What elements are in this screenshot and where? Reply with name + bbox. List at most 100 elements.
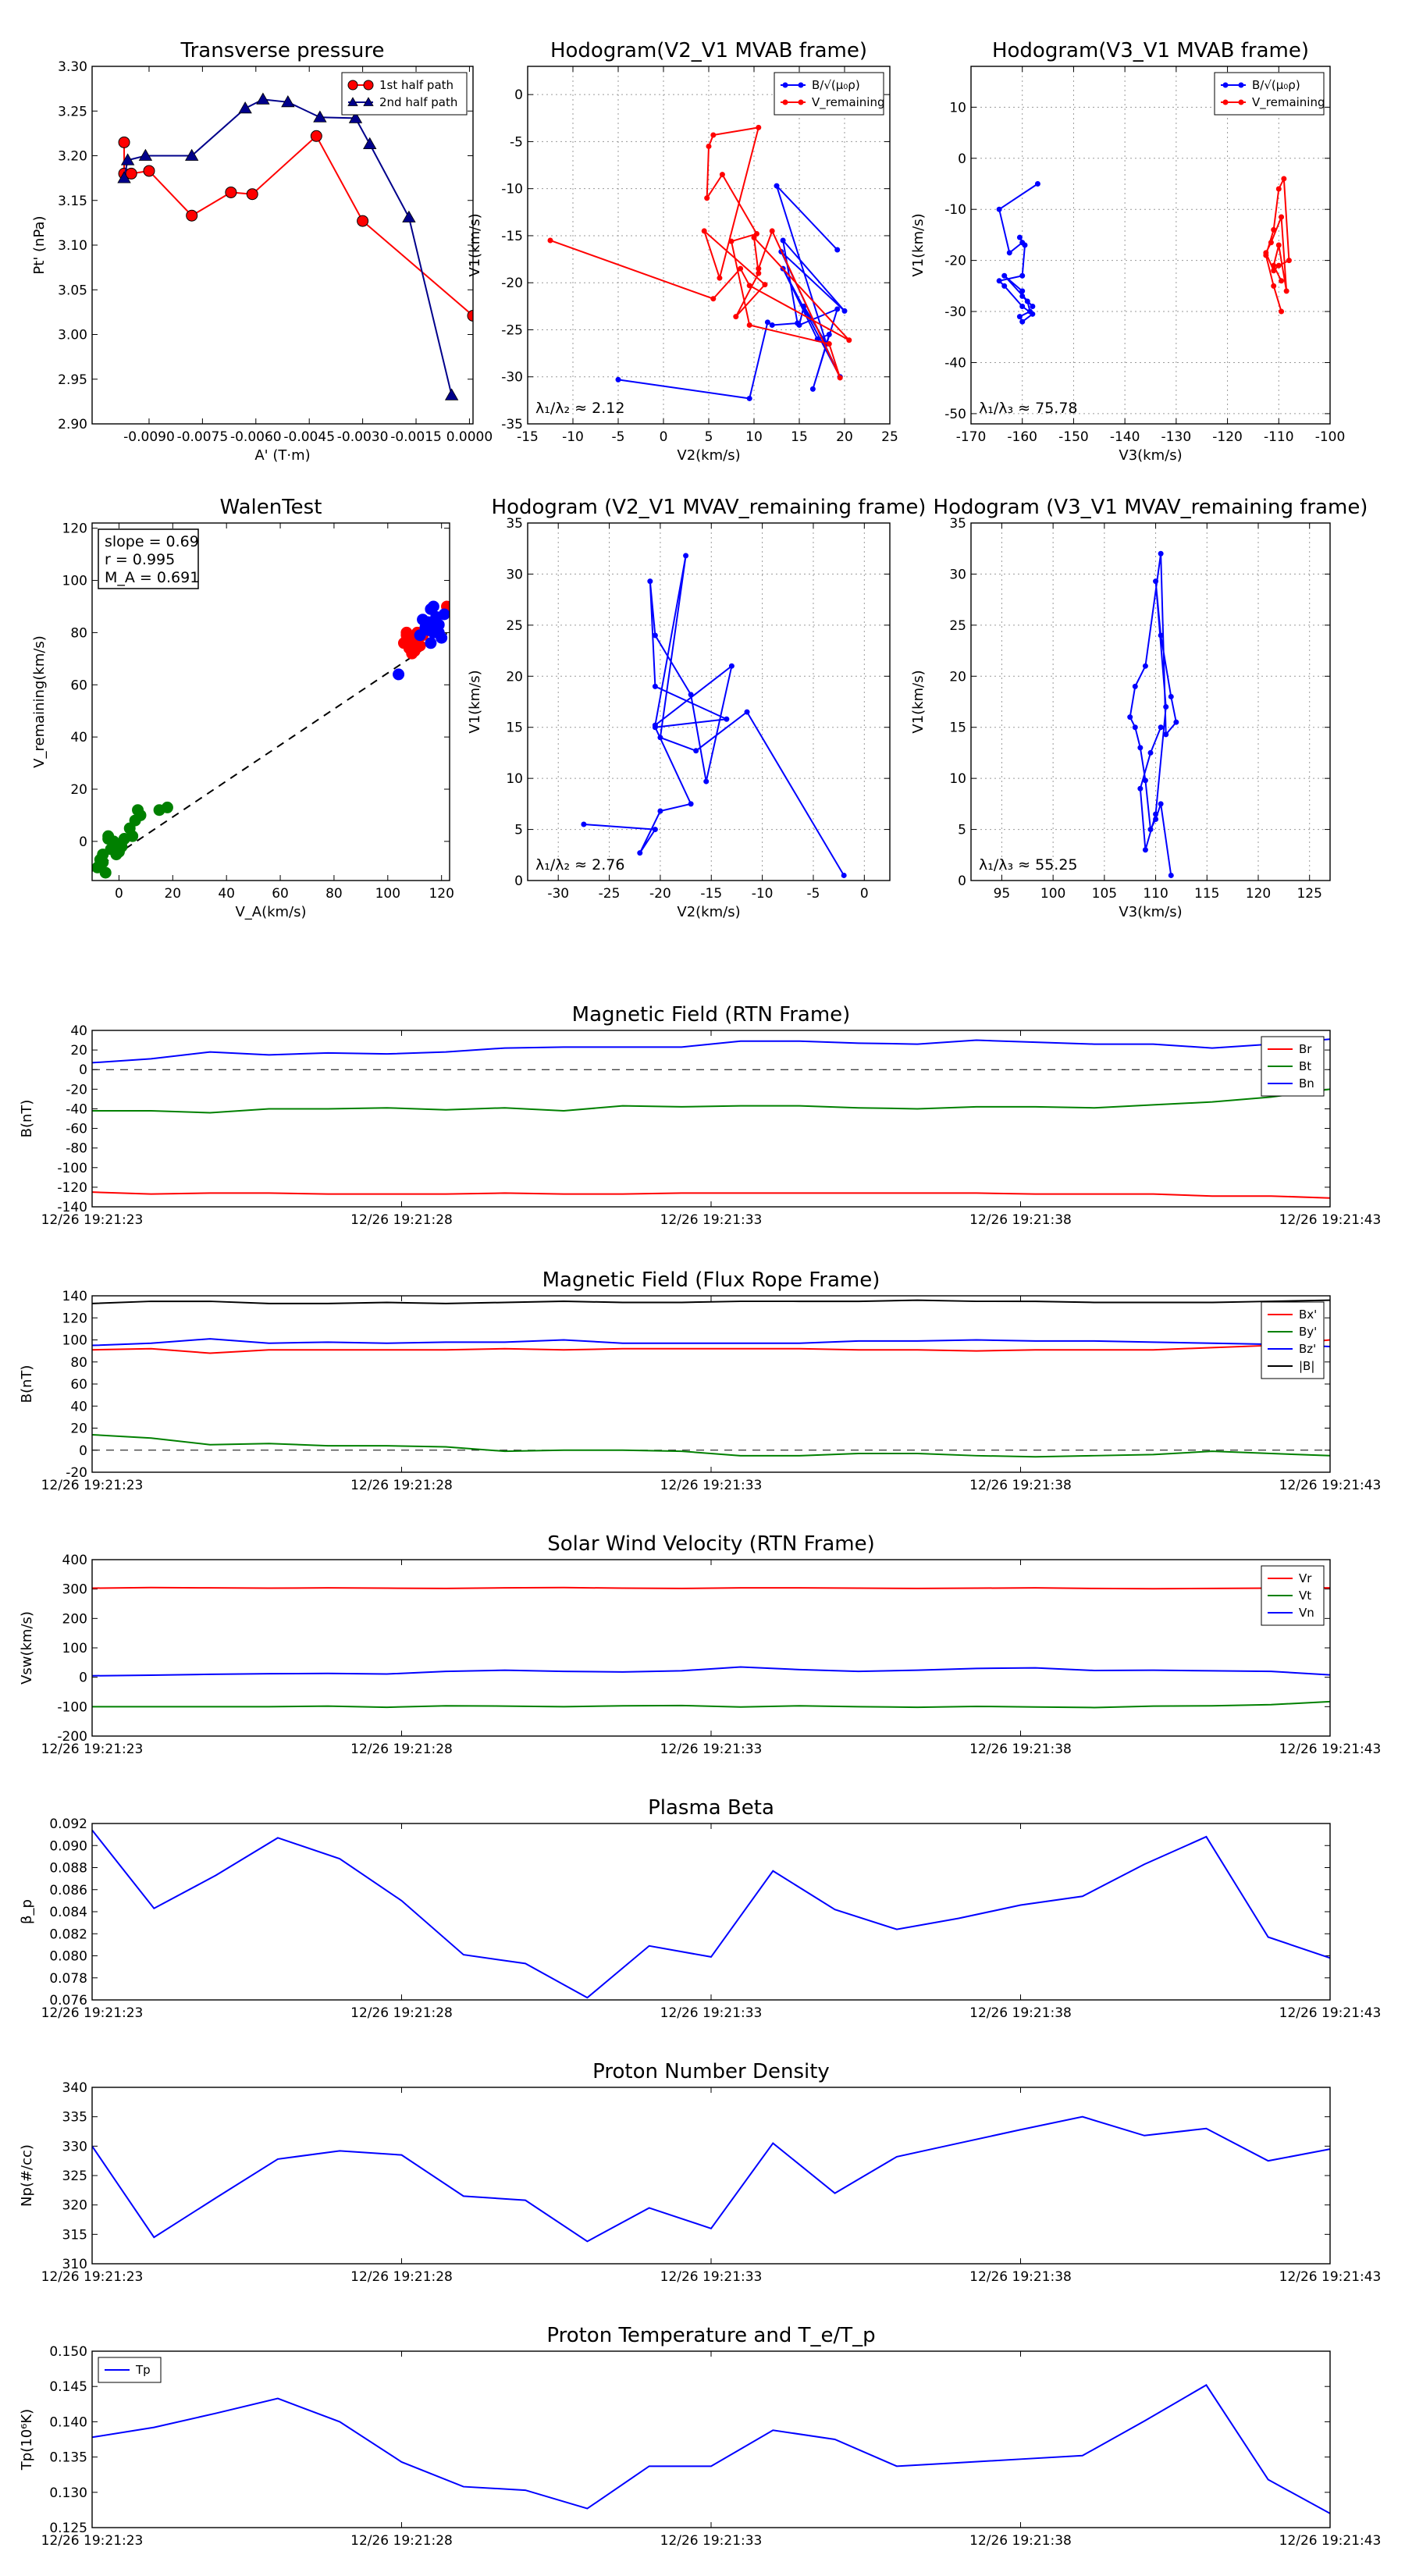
plot-background xyxy=(92,1560,1330,1736)
plot-area xyxy=(92,1299,1330,1458)
series-line-bz- xyxy=(92,1338,1330,1347)
data-point xyxy=(246,188,258,201)
data-point xyxy=(1238,82,1244,88)
x-tick-label: -130 xyxy=(1161,429,1192,445)
series-line-bt xyxy=(92,1088,1330,1114)
data-point xyxy=(769,322,775,328)
plot-area xyxy=(92,1586,1330,1709)
y-tick-label: 120 xyxy=(62,1311,87,1326)
legend: B/√(μ₀ρ) V_remaining xyxy=(774,72,885,116)
data-point xyxy=(1158,550,1164,557)
x-tick-label: 12/26 19:21:23 xyxy=(41,2005,144,2021)
y-tick-label: 35 xyxy=(949,516,966,532)
data-point xyxy=(782,82,788,88)
x-tick-label: 20 xyxy=(164,886,181,902)
x-tick-label: 25 xyxy=(881,429,898,445)
y-tick-label: 40 xyxy=(70,730,87,745)
legend: Vr Vt Vn xyxy=(1261,1565,1325,1626)
legend-label: 2nd half path xyxy=(379,95,457,109)
data-point xyxy=(347,80,358,91)
data-point xyxy=(1268,240,1274,246)
x-tick-label: 10 xyxy=(745,429,763,445)
x-tick-label: 20 xyxy=(836,429,853,445)
x-axis-label: V2(km/s) xyxy=(677,447,740,464)
y-tick-label: 325 xyxy=(62,2169,87,2184)
legend-label: Vn xyxy=(1299,1606,1314,1620)
data-point xyxy=(834,306,841,312)
x-tick-label: 95 xyxy=(994,886,1011,902)
y-tick-label: 3.25 xyxy=(58,104,87,119)
data-point xyxy=(769,228,775,234)
data-point xyxy=(1147,827,1154,833)
x-tick-label: 12/26 19:21:23 xyxy=(41,2269,144,2285)
data-point xyxy=(728,238,735,244)
data-point xyxy=(120,153,135,165)
x-tick-label: 125 xyxy=(1297,886,1321,902)
x-tick-label: 0 xyxy=(115,886,123,902)
x-tick-label: 105 xyxy=(1092,886,1117,902)
y-tick-label: 200 xyxy=(62,1611,87,1627)
y-tick-label: 140 xyxy=(62,1289,87,1304)
plot-area xyxy=(547,124,852,401)
x-tick-label: -10 xyxy=(562,429,584,445)
data-point xyxy=(701,228,707,234)
plot-title: Magnetic Field (RTN Frame) xyxy=(572,1003,851,1026)
data-point xyxy=(1275,262,1282,269)
x-tick-label: 12/26 19:21:23 xyxy=(41,1478,144,1493)
data-point xyxy=(738,265,744,272)
data-point xyxy=(704,195,710,201)
data-point xyxy=(1142,777,1148,784)
y-tick-label: 10 xyxy=(506,771,523,787)
data-point xyxy=(1019,318,1026,325)
series-b- xyxy=(996,180,1040,325)
data-point xyxy=(1279,278,1285,284)
data-point xyxy=(615,376,621,382)
data-point xyxy=(1263,250,1269,256)
x-tick-label: 12/26 19:21:33 xyxy=(660,1478,763,1493)
plot-title: Hodogram(V2_V1 MVAB frame) xyxy=(550,39,867,62)
plot-background xyxy=(92,1030,1330,1207)
x-tick-label: 12/26 19:21:43 xyxy=(1279,1212,1382,1228)
y-axis-label: V1(km/s) xyxy=(910,670,927,733)
data-point xyxy=(348,111,363,123)
plot-frame xyxy=(91,2350,1331,2528)
data-point xyxy=(728,663,735,669)
y-axis-label: β_p xyxy=(19,1899,35,1924)
data-point xyxy=(1132,724,1138,731)
y-tick-label: 25 xyxy=(949,618,966,634)
x-tick-label: 12/26 19:21:33 xyxy=(660,2533,763,2549)
plot-frame xyxy=(91,1559,1331,1737)
x-tick-label: -120 xyxy=(1212,429,1243,445)
x-tick-label: -10 xyxy=(752,886,774,902)
y-tick-label: 0.078 xyxy=(49,1971,87,1987)
plot-background xyxy=(92,1296,1330,1472)
legend-label: By' xyxy=(1299,1325,1317,1339)
plot-np: 12/26 19:21:23 12/26 19:21:28 12/26 19:21:… xyxy=(19,2060,1381,2285)
data-point xyxy=(185,148,199,161)
data-point xyxy=(425,637,437,649)
y-tick-label: 3.10 xyxy=(58,238,87,254)
y-tick-label: 10 xyxy=(949,771,966,787)
plot-hodo4: 95 100 105 110 115 120 125 0 5 10 15 20 25 30 35Hodogr… xyxy=(910,496,1368,920)
data-point xyxy=(756,124,762,130)
fit-line xyxy=(92,632,448,873)
plot-title: Hodogram (V3_V1 MVAV_remaining frame) xyxy=(934,496,1368,519)
plot-area xyxy=(996,176,1292,325)
y-tick-label: 120 xyxy=(62,521,87,537)
y-tick-label: -20 xyxy=(501,276,523,291)
series-line-br xyxy=(92,1191,1330,1199)
x-tick-label: -0.0030 xyxy=(337,429,389,445)
legend-label: 1st half path xyxy=(379,78,454,92)
data-point xyxy=(547,237,553,244)
data-point xyxy=(1001,272,1008,279)
data-point xyxy=(1142,847,1148,853)
plot-frame xyxy=(527,66,891,425)
plot-background xyxy=(971,523,1330,881)
x-tick-label: 12/26 19:21:28 xyxy=(350,1212,453,1228)
plot-frame xyxy=(970,522,1331,881)
data-point xyxy=(1153,811,1159,817)
legend-box xyxy=(1214,72,1325,116)
x-tick-label: 15 xyxy=(791,429,808,445)
data-point xyxy=(281,94,295,108)
y-tick-label: 20 xyxy=(70,782,87,798)
